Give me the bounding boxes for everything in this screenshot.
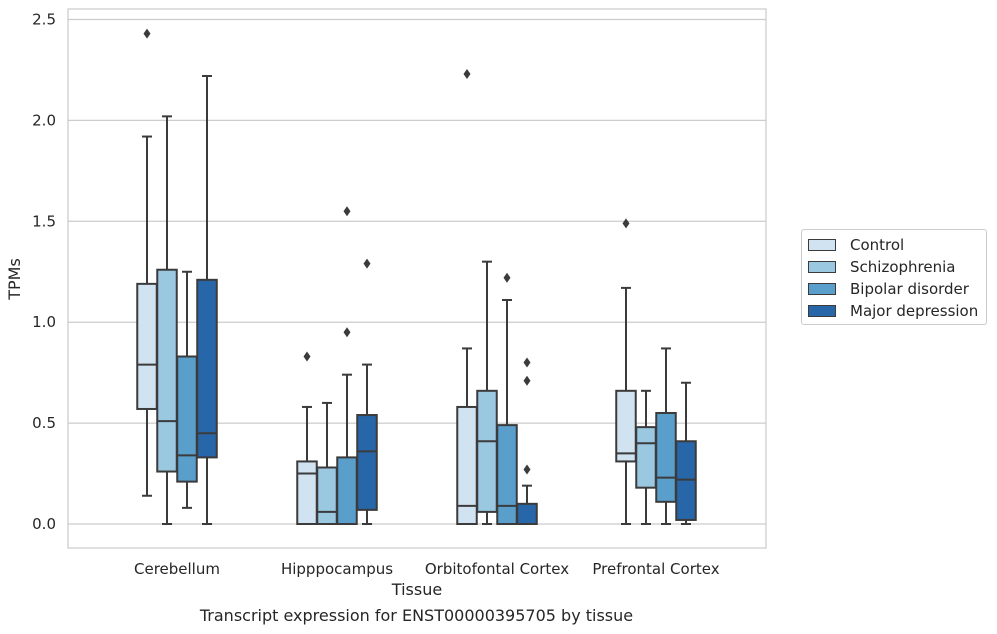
y-tick-labels: 0.0 0.5 1.0 1.5 2.0 2.5 [32, 11, 56, 534]
box-0-1 [296, 351, 318, 525]
box-2-3 [655, 347, 677, 525]
y-tick-label: 0.5 [32, 414, 56, 432]
x-tick-label: Prefrontal Cortex [592, 560, 719, 578]
legend-item-bipolar-disorder: Bipolar disorder [808, 279, 969, 299]
legend-item-schizophrenia: Schizophrenia [808, 257, 955, 277]
box-body [496, 424, 518, 526]
box-0-0 [136, 28, 158, 497]
y-tick-label: 2.0 [32, 111, 56, 129]
legend-swatch-schizophrenia [808, 261, 836, 273]
box-body [296, 460, 318, 525]
box-3-1 [356, 258, 378, 525]
plot-area-frame [67, 8, 767, 549]
box-body [476, 389, 498, 513]
box-body [196, 278, 218, 459]
y-tick-label: 1.5 [32, 212, 56, 230]
box-body [176, 355, 198, 483]
y-tick-label: 1.0 [32, 313, 56, 331]
figure-caption: Transcript expression for ENST0000039570… [199, 606, 634, 625]
legend-label-schizophrenia: Schizophrenia [850, 258, 956, 276]
box-2-1 [336, 206, 358, 526]
box-2-0 [176, 270, 198, 509]
box-3-0 [196, 75, 218, 525]
box-body [516, 502, 538, 526]
box-1-0 [156, 115, 178, 525]
outlier-point [343, 206, 351, 217]
box-body [356, 414, 378, 511]
outlier-point [363, 258, 371, 269]
legend-swatch-bipolar-disorder [808, 283, 836, 295]
box-2-2 [496, 272, 518, 526]
box-body [615, 389, 637, 463]
outlier-point [303, 351, 311, 362]
box-body [655, 412, 677, 503]
y-tick-label: 2.5 [32, 11, 56, 29]
x-tick-label: Hipppocampus [281, 560, 393, 578]
x-tick-labels: Cerebellum Hipppocampus Orbitofontal Corte… [134, 560, 720, 578]
x-tick-label: Cerebellum [134, 560, 220, 578]
y-axis-label: TPMs [5, 258, 24, 301]
legend-swatch-control [808, 239, 836, 251]
box-1-2 [476, 260, 498, 525]
outlier-point [622, 218, 630, 229]
box-body [675, 440, 697, 521]
y-tick-label: 0.0 [32, 515, 56, 533]
box-body [136, 282, 158, 410]
box-1-3 [635, 389, 657, 525]
box-3-3 [675, 381, 697, 525]
outlier-point [503, 272, 511, 283]
outlier-point [523, 357, 531, 368]
outlier-point [143, 28, 151, 39]
box-body [316, 466, 338, 526]
box-0-3 [615, 218, 637, 525]
box-3-2 [516, 357, 538, 526]
outlier-point [523, 464, 531, 475]
box-plot-series [136, 28, 697, 526]
legend-item-major-depression: Major depression [808, 301, 978, 321]
box-0-2 [456, 68, 478, 525]
legend-label-control: Control [850, 236, 905, 254]
box-body [156, 268, 178, 473]
chart-legend: Control Schizophrenia Bipolar disorder M… [801, 229, 987, 325]
legend-item-control: Control [808, 235, 904, 255]
outlier-point [463, 68, 471, 79]
legend-swatch-major-depression [808, 305, 836, 317]
outlier-point [343, 327, 351, 338]
x-axis-label: Tissue [391, 580, 442, 599]
legend-label-major-depression: Major depression [850, 302, 979, 320]
x-tick-label: Orbitofontal Cortex [425, 560, 569, 578]
legend-label-bipolar-disorder: Bipolar disorder [850, 280, 969, 298]
box-1-1 [316, 401, 338, 526]
box-body [336, 456, 358, 526]
outlier-point [523, 375, 531, 386]
box-body [635, 426, 657, 489]
